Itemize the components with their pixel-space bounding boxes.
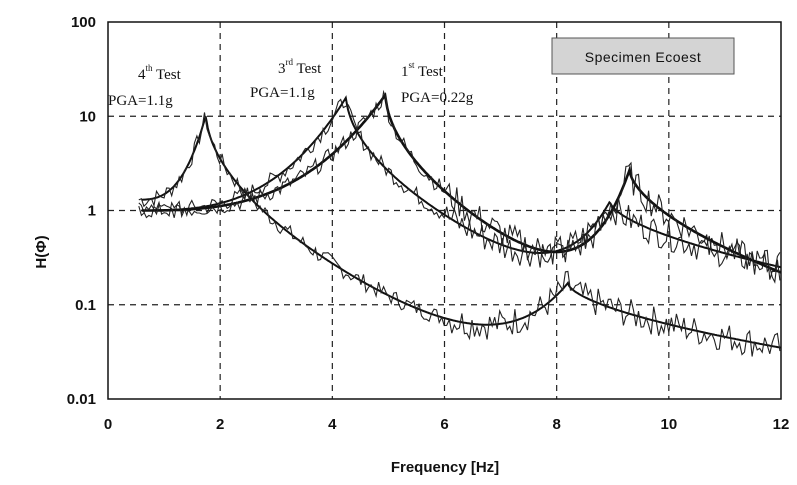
plot-frame [107,21,782,400]
annotation-1st-rest: Test [415,64,444,80]
y-tick-label: 0.1 [75,297,96,314]
y-tick-label: 0.01 [67,391,96,408]
annotation-3rd-pga: PGA=1.1g [250,85,315,101]
x-tick-label: 2 [216,416,224,433]
annotation-1st-suffix: st [409,60,416,70]
annotation-4th-suffix: th [146,63,154,73]
annotation-1st-title: 1st Test [401,60,444,80]
x-tick-label: 4 [328,416,337,433]
y-tick-label: 1 [88,203,96,220]
annotation-3rd-title: 3rd Test [278,57,322,77]
x-tick-label: 8 [552,416,560,433]
tick-labels: 0 2 4 6 8 10 12 100 10 1 0.1 0.01 [67,14,790,433]
legend-frame [551,37,735,75]
annotation-1st-number: 1 [401,64,409,80]
x-tick-label: 0 [104,416,112,433]
annotation-4th-pga: PGA=1.1g [108,93,173,109]
annotation-4th-number: 4 [138,67,146,83]
annotation-3rd-test: 3rd Test PGA=1.1g [250,57,322,101]
annotation-1st-pga: PGA=0.22g [401,90,474,106]
legend-box: Specimen Ecoest [551,37,735,75]
legend-label: Specimen Ecoest [585,49,701,65]
annotation-3rd-number: 3 [278,61,286,77]
x-tick-label: 6 [440,416,448,433]
annotation-4th-rest: Test [153,67,182,83]
series-measured-line-2 [138,98,781,280]
annotation-4th-title: 4th Test [138,63,182,83]
series-group [138,89,782,357]
x-axis-title: Frequency [Hz] [391,459,499,476]
series-measured-line-3 [138,89,781,284]
grid [108,22,781,399]
y-tick-label: 100 [71,14,96,31]
y-tick-label: 10 [79,108,96,125]
y-axis-title: H(Φ) [33,235,50,268]
annotation-4th-test: 4th Test PGA=1.1g [108,63,182,109]
x-tick-label: 10 [660,416,677,433]
x-tick-label: 12 [773,416,790,433]
annotation-1st-test: 1st Test PGA=0.22g [401,60,474,106]
annotation-3rd-suffix: rd [286,57,294,67]
annotation-3rd-rest: Test [293,61,322,77]
